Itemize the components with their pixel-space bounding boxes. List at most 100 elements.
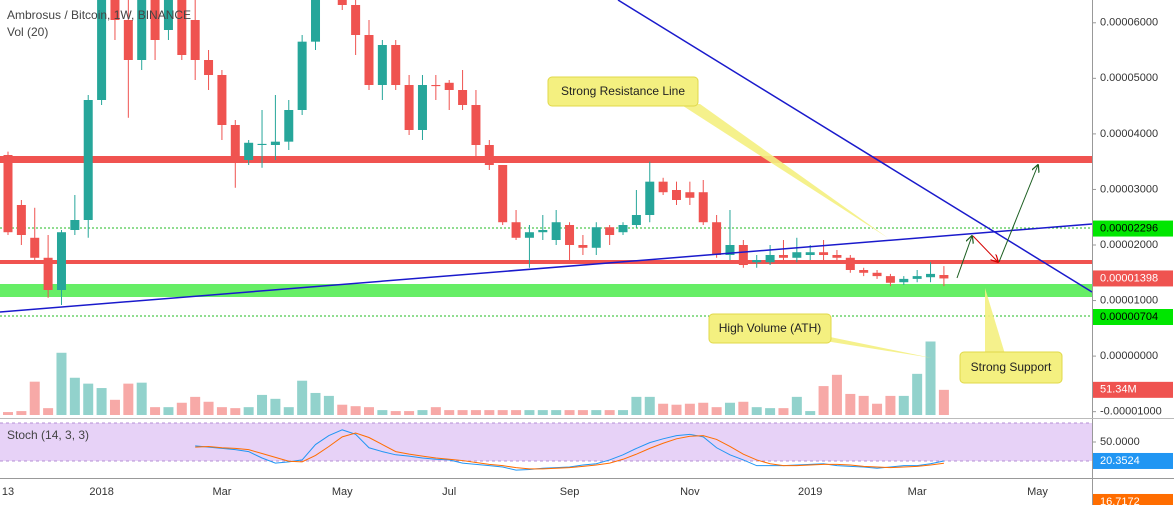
volume-bar (83, 383, 94, 415)
candle-body (431, 85, 441, 87)
candle-body (364, 35, 374, 85)
callout-text: Strong Resistance Line (561, 84, 685, 98)
support-zone (0, 284, 1092, 297)
volume-bar (511, 410, 522, 415)
candle-body (230, 125, 240, 160)
price-tag (1093, 493, 1173, 505)
candle-body (819, 252, 829, 255)
volume-bar (925, 341, 936, 415)
candle-body (578, 245, 588, 248)
stoch-line (195, 429, 945, 471)
volume-bar (123, 383, 134, 415)
volume-bar (618, 410, 629, 415)
volume-bar (43, 408, 54, 415)
callout (959, 351, 1063, 384)
resistance-level (0, 260, 1092, 264)
candle-body (912, 276, 922, 279)
y-tick-label: 0.00005000 (1100, 72, 1158, 84)
candle-body (311, 0, 321, 42)
y-tick-label: -0.00001000 (1100, 406, 1162, 418)
stoch-band (0, 423, 1092, 461)
volume-bar (818, 386, 829, 415)
volume-bar (484, 410, 495, 415)
candle-body (297, 41, 307, 110)
candle-body (845, 257, 855, 270)
candle-body (417, 85, 427, 130)
candle-body (712, 222, 722, 255)
price-tag-label: 0.00000704 (1100, 311, 1158, 323)
axis-layer: 0.00006000 0.00005000 0.00004000 0.00003000… (2, 17, 1173, 505)
x-tick-label: Jul (442, 486, 456, 498)
x-tick-label: Nov (680, 486, 700, 498)
volume-bar (150, 407, 161, 415)
volume-bar (363, 407, 374, 415)
arrow (998, 165, 1038, 263)
volume-bar (778, 408, 789, 415)
volume-bar (390, 411, 401, 415)
volume-bar (631, 396, 642, 415)
candle-body (163, 0, 173, 30)
volume-bar (29, 381, 40, 415)
candle-body (778, 255, 788, 258)
arrow (972, 235, 998, 262)
candle-body (498, 165, 508, 223)
candle-body (752, 260, 762, 263)
volume-bar (858, 395, 869, 415)
chart-title: Ambrosus / Bitcoin, 1W, BINANCE (7, 8, 191, 22)
volume-bar (938, 389, 949, 415)
price-tag (1093, 270, 1173, 287)
candle-body (404, 85, 414, 130)
candle-body (30, 237, 40, 258)
x-tick-label: Mar (212, 486, 231, 498)
volume-bar (96, 388, 107, 415)
drawing-layer (0, 156, 1092, 462)
candle-body (3, 155, 13, 233)
candle-body (70, 220, 80, 230)
volume-bar (56, 352, 67, 415)
volume-bar (430, 407, 441, 415)
candle-body (805, 252, 815, 255)
x-tick-label: May (1027, 486, 1048, 498)
volume-bar (69, 377, 80, 415)
volume-bar (912, 373, 923, 415)
price-tag (1093, 381, 1173, 398)
price-tag (1093, 309, 1173, 325)
volume-bar (109, 399, 120, 415)
candle-body (471, 105, 481, 145)
volume-bar (591, 410, 602, 415)
candle-body (738, 245, 748, 265)
y-tick-label: 0.00002000 (1100, 239, 1158, 251)
volume-bar (724, 402, 735, 415)
volume-bar (671, 404, 682, 415)
y-tick-label: 0.00000000 (1100, 350, 1158, 362)
volume-bar (497, 410, 508, 415)
volume-bar (791, 396, 802, 415)
volume-bar (738, 401, 749, 415)
candle-body (458, 90, 468, 105)
volume-bar (337, 404, 348, 415)
volume-bar (564, 410, 575, 415)
volume-bar (885, 395, 896, 415)
candle-body (565, 225, 575, 245)
candle-body (926, 273, 936, 278)
x-tick-label: 2019 (798, 486, 822, 498)
price-tag-label: 0.00002296 (1100, 222, 1158, 234)
price-tag-label: 16.7172 (1100, 496, 1140, 505)
volume-bar (16, 411, 27, 415)
candle-body (391, 45, 401, 85)
volume-bar (658, 403, 669, 415)
candle-body (190, 20, 200, 60)
candle-body (672, 190, 681, 200)
candle-body (257, 143, 267, 145)
volume-bar (404, 411, 415, 415)
callout-tail (985, 288, 1005, 354)
candle-body (859, 270, 869, 273)
volume-bar (644, 396, 655, 415)
volume-bar (257, 394, 268, 415)
volume-bar (831, 374, 842, 415)
candle-body (605, 227, 615, 235)
callout-text: Strong Support (971, 360, 1052, 374)
candle-body (284, 110, 294, 142)
volume-bar (872, 403, 883, 415)
